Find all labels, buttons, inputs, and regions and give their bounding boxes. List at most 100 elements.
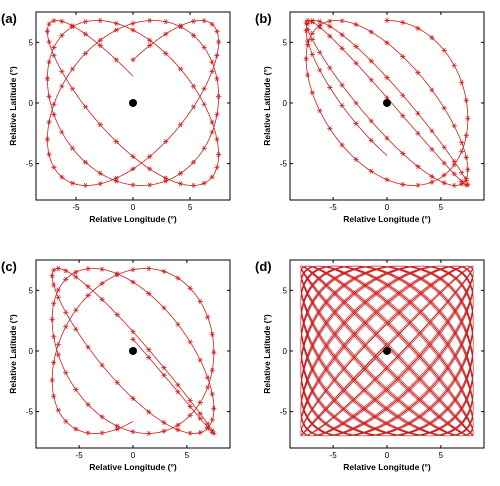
orbit-marker [113, 20, 119, 26]
orbit-marker [339, 142, 345, 148]
orbit-marker [201, 18, 207, 24]
panel-4: -5 0 5 -5 0 5 Relative Longitude (°) Relative L… [255, 259, 485, 472]
orbit-marker [317, 67, 323, 73]
panel-2: -5 0 5 -5 0 5 Relative Longitude (°) Relative L… [255, 11, 485, 224]
orbit-marker [400, 113, 406, 119]
orbit-marker [46, 152, 52, 157]
y-tick-label: 5 [283, 38, 288, 47]
orbit-marker [190, 159, 197, 165]
orbit-marker [339, 32, 345, 38]
orbit-marker [463, 178, 469, 184]
orbit-marker [353, 100, 359, 106]
orbit-marker [46, 39, 52, 45]
orbit-marker [205, 421, 211, 427]
orbit-marker [429, 174, 435, 179]
orbit-marker [197, 411, 203, 417]
center-point [129, 98, 137, 107]
x-tick-label: -5 [72, 203, 80, 212]
orbit-marker [459, 170, 465, 176]
orbit-marker [177, 122, 184, 128]
orbit-marker [187, 430, 193, 436]
orbit-marker [205, 425, 211, 431]
orbit-marker [327, 23, 333, 29]
orbit-marker [69, 86, 76, 92]
orbit-marker [441, 180, 447, 186]
y-axis-label: Relative Latitude (°) [8, 66, 18, 146]
orbit-marker [465, 115, 471, 121]
orbit-marker [161, 372, 167, 378]
orbit-marker [205, 384, 211, 390]
y-tick-label: 5 [29, 286, 34, 295]
orbit-marker [73, 269, 79, 275]
orbit-marker [187, 285, 193, 291]
orbit-marker [51, 301, 57, 306]
orbit-marker [327, 33, 333, 39]
orbit-marker [73, 387, 79, 392]
orbit-marker [97, 37, 103, 43]
orbit-marker [209, 174, 215, 180]
orbit-marker [114, 272, 120, 278]
orbit-marker [163, 175, 169, 181]
orbit-marker [353, 157, 359, 162]
orbit-marker [51, 101, 57, 107]
orbit-marker [190, 182, 197, 188]
orbit-marker [384, 18, 390, 23]
panel-label: (c) [1, 259, 17, 274]
orbit-marker [209, 119, 215, 125]
orbit-marker [415, 164, 421, 170]
orbit-marker [51, 360, 57, 366]
orbit-marker [451, 162, 457, 168]
orbit-marker [317, 50, 323, 55]
orbit-marker [211, 349, 217, 355]
orbit-marker [130, 279, 136, 285]
orbit-marker [305, 72, 311, 78]
orbit-marker [339, 18, 345, 24]
orbit-marker [463, 155, 469, 160]
orbit-marker [190, 83, 197, 89]
orbit-marker [214, 28, 220, 34]
orbit-marker [85, 266, 91, 272]
orbit-marker [209, 367, 215, 373]
orbit-marker [63, 370, 69, 376]
orbit-marker [190, 33, 197, 38]
orbit-marker [82, 182, 89, 188]
orbit-marker [49, 316, 55, 322]
orbit-marker [209, 59, 215, 65]
orbit-marker [82, 19, 89, 25]
orbit-marker [161, 428, 167, 434]
y-axis-label: Relative Latitude (°) [262, 66, 272, 146]
orbit-marker [163, 51, 169, 56]
orbit-marker [451, 182, 457, 188]
orbit-marker [175, 275, 181, 281]
orbit-marker [163, 19, 169, 25]
orbit-marker [51, 112, 57, 118]
orbit-marker [130, 329, 136, 335]
y-tick-label: 0 [283, 347, 288, 356]
orbit-marker [69, 180, 76, 186]
orbit-marker [59, 129, 65, 135]
orbit-marker [177, 24, 184, 30]
orbit-marker [113, 57, 119, 63]
orbit-marker [113, 139, 119, 144]
panel-label: (a) [1, 11, 17, 26]
orbit-marker [400, 20, 406, 25]
orbit-marker [187, 404, 193, 409]
x-tick-label: -5 [330, 203, 338, 212]
orbit-marker [303, 28, 309, 34]
orbit-marker [63, 309, 69, 315]
orbit-marker [201, 101, 207, 107]
orbit-marker [429, 146, 435, 152]
orbit-marker [147, 166, 153, 172]
orbit-marker [69, 24, 76, 30]
orbit-marker [197, 400, 203, 406]
y-tick-label: -5 [280, 160, 288, 169]
orbit-marker [146, 291, 152, 297]
panel-1: -5 0 5 -5 0 5 Relative Longitude (°) Relative L… [1, 11, 231, 224]
orbit-marker [327, 65, 333, 71]
orbit-marker [85, 292, 91, 298]
y-axis-label: Relative Latitude (°) [8, 314, 18, 394]
orbit-marker [97, 122, 103, 128]
orbit-marker [114, 271, 120, 277]
orbit-marker [415, 130, 421, 136]
